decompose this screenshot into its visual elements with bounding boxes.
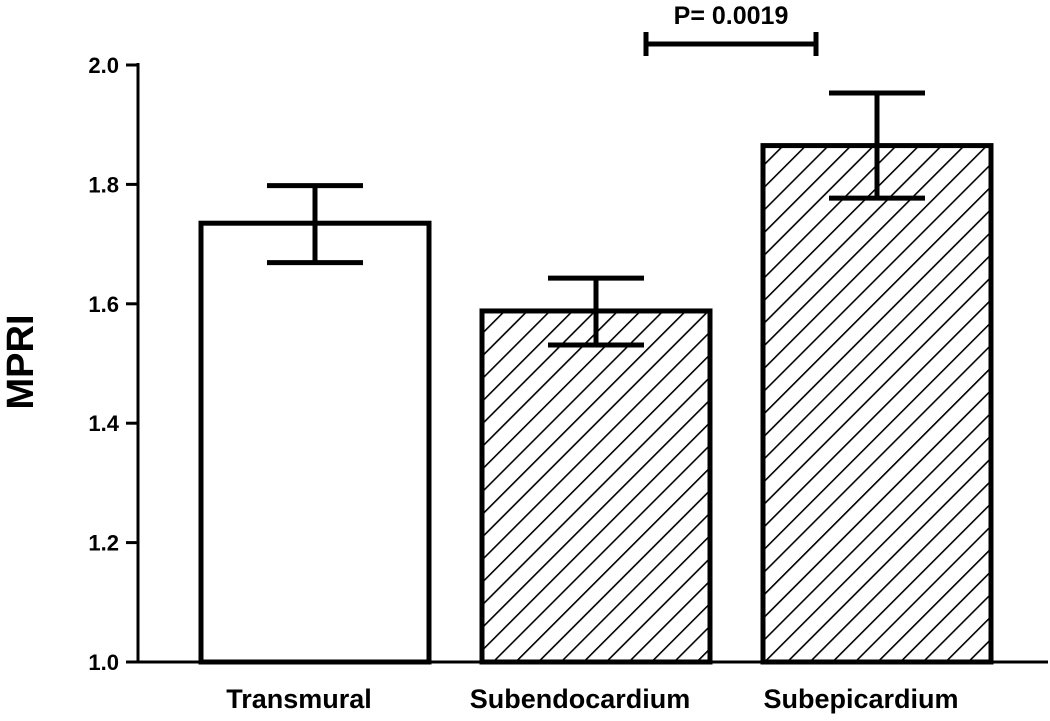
category-label: Subendocardium xyxy=(470,684,691,714)
bars xyxy=(198,143,994,665)
y-tick-label: 2.0 xyxy=(88,53,119,78)
bar-transmural xyxy=(198,220,432,665)
y-tick-label: 1.2 xyxy=(88,531,119,556)
y-tick-label: 1.8 xyxy=(88,172,119,197)
bar-subendocardium xyxy=(479,308,713,665)
y-tick-label: 1.4 xyxy=(88,411,119,436)
y-ticks: 1.0 1.2 1.4 1.6 1.8 2.0 xyxy=(88,53,138,675)
category-labels: Transmural Subendocardium Subepicardium xyxy=(226,684,958,714)
y-tick-label: 1.6 xyxy=(88,292,119,317)
y-tick-label: 1.0 xyxy=(88,650,119,675)
bar-subepicardium xyxy=(760,143,994,665)
category-label: Transmural xyxy=(226,684,372,714)
annotations: P= 0.0019 xyxy=(643,2,819,56)
category-label: Subepicardium xyxy=(763,684,958,714)
p-value-label: P= 0.0019 xyxy=(674,2,789,30)
y-axis-label: MPRI xyxy=(0,315,42,410)
error-bars xyxy=(267,90,925,348)
